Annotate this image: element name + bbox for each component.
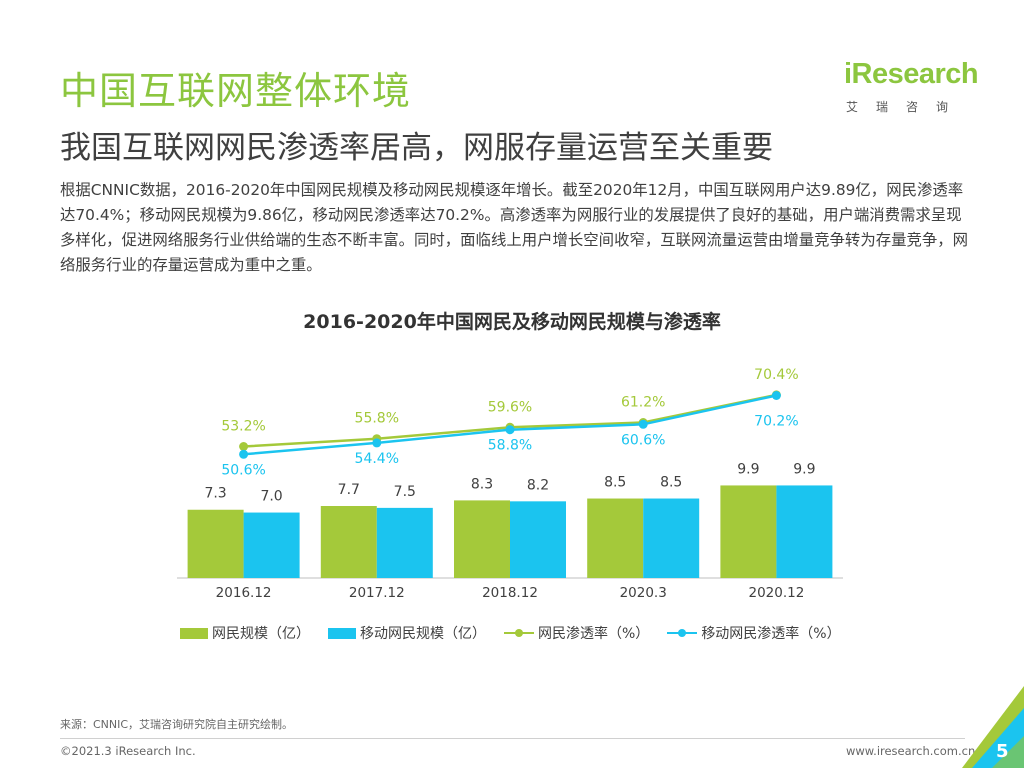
bar-mobile-netizens	[243, 512, 300, 578]
legend-item-penetration: 网民渗透率（%）	[504, 623, 649, 643]
bar-mobile-netizens	[643, 498, 700, 578]
line-label-mobile-penetration: 70.2%	[754, 414, 798, 430]
point-mobile-penetration	[505, 425, 515, 435]
source-note: 来源：CNNIC，艾瑞咨询研究院自主研究绘制。	[60, 718, 294, 731]
bar-label-netizens: 8.5	[604, 475, 626, 491]
copyright: ©2021.3 iResearch Inc.	[60, 744, 196, 758]
point-mobile-penetration	[372, 438, 382, 448]
legend-label: 移动网民渗透率（%）	[701, 626, 841, 642]
legend-item-mobile-penetration: 移动网民渗透率（%）	[667, 623, 841, 643]
x-tick-label: 2016.12	[216, 585, 272, 601]
website-link[interactable]: www.iresearch.com.cn	[846, 744, 976, 758]
line-label-mobile-penetration: 60.6%	[621, 432, 665, 448]
legend-item-netizens: 网民规模（亿）	[180, 623, 310, 643]
logo-chinese-name: 艾瑞咨询	[846, 100, 967, 114]
line-label-mobile-penetration: 54.4%	[355, 451, 399, 467]
line-label-penetration: 70.4%	[754, 367, 798, 383]
corner-decoration	[962, 686, 1024, 768]
bar-netizens	[587, 498, 644, 578]
legend-swatch-blue-line	[667, 629, 698, 637]
bar-mobile-netizens	[510, 501, 566, 578]
legend-label: 网民规模（亿）	[212, 626, 310, 642]
bar-netizens	[320, 506, 377, 578]
bar-label-mobile-netizens: 7.0	[260, 489, 282, 505]
body-paragraph: 根据CNNIC数据，2016-2020年中国网民规模及移动网民规模逐年增长。截至…	[60, 181, 969, 274]
chart-legend: 网民规模（亿） 移动网民规模（亿） 网民渗透率（%） 移动网民渗透率（%）	[180, 622, 859, 644]
bar-label-mobile-netizens: 8.5	[660, 475, 682, 491]
x-tick-label: 2020.12	[748, 585, 804, 601]
iresearch-logo: iResearch 艾瑞咨询	[842, 58, 979, 118]
line-label-penetration: 59.6%	[488, 399, 532, 415]
bar-label-netizens: 8.3	[471, 476, 493, 492]
page-title: 中国互联网整体环境	[60, 69, 412, 113]
point-mobile-penetration	[239, 449, 249, 459]
bar-label-mobile-netizens: 8.2	[527, 477, 549, 493]
line-label-mobile-penetration: 58.8%	[488, 438, 532, 454]
point-mobile-penetration	[771, 391, 781, 400]
legend-swatch-green-bar	[180, 627, 208, 639]
line-label-mobile-penetration: 50.6%	[221, 462, 265, 478]
bar-netizens	[454, 500, 510, 578]
chart-title: 2016-2020年中国网民及移动网民规模与渗透率	[303, 311, 721, 333]
legend-swatch-blue-bar	[328, 627, 356, 639]
bar-mobile-netizens	[776, 485, 833, 578]
x-tick-label: 2018.12	[482, 585, 538, 601]
legend-item-mobile-netizens: 移动网民规模（亿）	[328, 623, 486, 643]
logo-wordmark: iResearch	[844, 58, 979, 90]
legend-swatch-green-line	[504, 629, 534, 637]
legend-label: 网民渗透率（%）	[538, 626, 650, 642]
page-number: 5	[996, 741, 1009, 762]
bar-label-mobile-netizens: 7.5	[394, 484, 416, 500]
legend-label: 移动网民规模（亿）	[360, 626, 486, 642]
bar-netizens	[720, 485, 777, 578]
page-subtitle: 我国互联网网民渗透率居高，网服存量运营至关重要	[60, 130, 773, 166]
line-label-penetration: 53.2%	[221, 419, 265, 435]
bar-netizens	[187, 509, 244, 578]
point-mobile-penetration	[638, 419, 648, 429]
line-label-penetration: 61.2%	[621, 395, 665, 411]
bar-label-netizens: 7.3	[204, 486, 226, 502]
footer-divider	[60, 738, 965, 739]
bar-mobile-netizens	[376, 507, 433, 578]
point-penetration	[239, 442, 249, 451]
bar-label-netizens: 9.9	[737, 461, 759, 477]
x-tick-label: 2020.3	[620, 585, 667, 601]
bar-label-mobile-netizens: 9.9	[793, 461, 815, 477]
line-label-penetration: 55.8%	[355, 411, 399, 427]
bar-label-netizens: 7.7	[338, 482, 360, 498]
x-tick-label: 2017.12	[349, 585, 405, 601]
